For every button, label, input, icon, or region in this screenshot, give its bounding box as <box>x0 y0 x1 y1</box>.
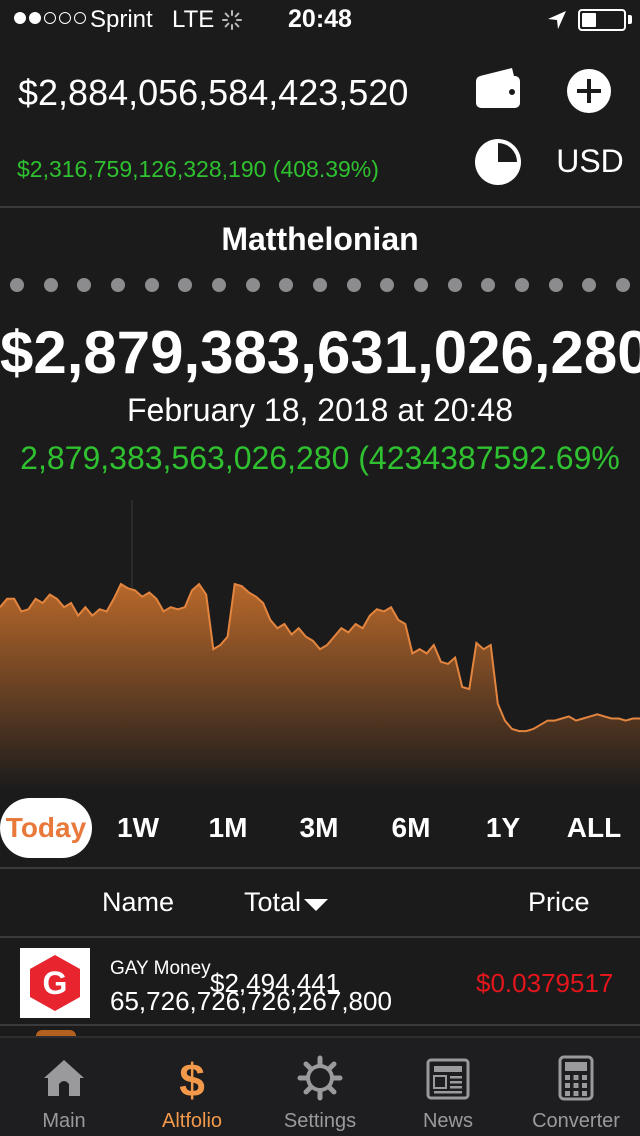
page-dot[interactable] <box>346 278 361 292</box>
page-dot[interactable] <box>447 278 462 292</box>
page-dot[interactable] <box>43 278 58 292</box>
range-tab-all[interactable]: ALL <box>566 812 622 843</box>
coin-logo: G <box>20 948 90 1018</box>
svg-text:$: $ <box>179 1054 205 1102</box>
table-header-divider <box>0 936 640 938</box>
page-dot[interactable] <box>279 278 294 292</box>
location-arrow-icon <box>548 11 566 29</box>
page-dot[interactable] <box>582 278 597 292</box>
range-tab-1y[interactable]: 1Y <box>485 812 521 843</box>
coin-price: $0.0379517 <box>476 968 614 998</box>
page-dot[interactable] <box>10 278 24 292</box>
portfolio-name: Matthelonian <box>221 221 419 257</box>
page-dot[interactable] <box>615 278 630 292</box>
dollar-icon: $ <box>179 1054 205 1102</box>
range-tab-6m[interactable]: 6M <box>391 812 431 843</box>
coin-holdings: 65,726,726,726,267,800 <box>110 986 392 1016</box>
page-dot[interactable] <box>514 278 529 292</box>
page-dot[interactable] <box>178 278 193 292</box>
range-tab-3m[interactable]: 3M <box>299 812 339 843</box>
signal-dot <box>74 12 86 24</box>
carrier-name: Sprint <box>90 6 153 33</box>
row-divider <box>0 1024 640 1026</box>
range-tab-1w[interactable]: 1W <box>117 812 159 843</box>
tab-main[interactable]: Main <box>0 1038 128 1136</box>
column-header-total[interactable]: Total <box>244 887 302 917</box>
portfolio-chart[interactable] <box>0 500 640 790</box>
portfolio-total-change: $2,316,759,126,328,190 (408.39%) <box>17 156 379 182</box>
table-row[interactable]: G GAY Money $2,494,441 65,726,726,726,26… <box>0 938 640 1024</box>
page-dot[interactable] <box>413 278 428 292</box>
portfolio-value: $2,879,383,631,026,280 <box>0 319 640 386</box>
network-type: LTE <box>172 6 215 33</box>
tab-converter[interactable]: Converter <box>512 1038 640 1136</box>
signal-dot <box>44 12 56 24</box>
tab-label: Settings <box>283 1110 357 1132</box>
wallet-icon[interactable] <box>474 66 522 110</box>
pie-chart-icon[interactable] <box>473 137 523 187</box>
status-bar: Sprint LTE 20:48 <box>0 0 640 40</box>
page-dot[interactable] <box>77 278 92 292</box>
range-tab-today[interactable]: Today <box>0 798 92 858</box>
page-dot[interactable] <box>144 278 159 292</box>
tab-settings[interactable]: Settings <box>256 1038 384 1136</box>
tab-label: Main <box>42 1110 86 1132</box>
tab-label: Converter <box>532 1110 620 1132</box>
page-dot[interactable] <box>110 278 125 292</box>
page-dot[interactable] <box>245 278 260 292</box>
gear-icon <box>297 1055 343 1101</box>
portfolio-date: February 18, 2018 at 20:48 <box>126 392 514 428</box>
chart-area-fill <box>0 584 640 790</box>
tab-label: News <box>422 1110 473 1132</box>
tab-label: Altfolio <box>161 1110 223 1132</box>
signal-strength-icon <box>14 12 86 24</box>
calculator-icon <box>558 1055 594 1101</box>
signal-dot <box>14 12 26 24</box>
page-indicator[interactable] <box>10 278 630 294</box>
column-header-price[interactable]: Price <box>528 887 590 917</box>
add-coin-button[interactable] <box>566 68 612 114</box>
battery-level <box>582 13 596 27</box>
home-icon <box>44 1060 84 1096</box>
sort-descending-triangle-icon[interactable] <box>303 898 329 912</box>
page-dot[interactable] <box>380 278 395 292</box>
signal-dot <box>29 12 41 24</box>
next-row-logo-peek <box>36 1030 76 1036</box>
portfolio-total-value: $2,884,056,584,423,520 <box>18 72 409 113</box>
tabs-divider <box>0 867 640 869</box>
page-dot[interactable] <box>312 278 327 292</box>
range-selector: Today 1W 1M 3M 6M 1Y ALL <box>0 798 640 860</box>
tab-news[interactable]: News <box>384 1038 512 1136</box>
signal-dot <box>59 12 71 24</box>
coin-name: GAY Money <box>110 958 211 979</box>
range-tab-1m[interactable]: 1M <box>208 812 248 843</box>
coin-logo-letter: G <box>43 965 68 1001</box>
battery-icon <box>578 9 626 31</box>
coin-total: $2,494,441 <box>210 968 341 998</box>
portfolio-change: 2,879,383,563,026,280 (4234387592.69% <box>20 440 620 476</box>
page-dot[interactable] <box>548 278 563 292</box>
header-divider <box>0 206 640 208</box>
battery-tip <box>628 15 632 24</box>
chart-series-line <box>0 582 640 733</box>
activity-spinner-icon <box>222 10 242 30</box>
page-dot[interactable] <box>481 278 496 292</box>
currency-selector[interactable]: USD <box>556 143 624 179</box>
tab-bar: Main $ Altfolio Settings <box>0 1036 640 1136</box>
newspaper-icon <box>426 1058 470 1100</box>
status-clock: 20:48 <box>288 5 352 33</box>
page-dot[interactable] <box>211 278 226 292</box>
tab-altfolio[interactable]: $ Altfolio <box>128 1038 256 1136</box>
column-header-name[interactable]: Name <box>102 887 175 917</box>
